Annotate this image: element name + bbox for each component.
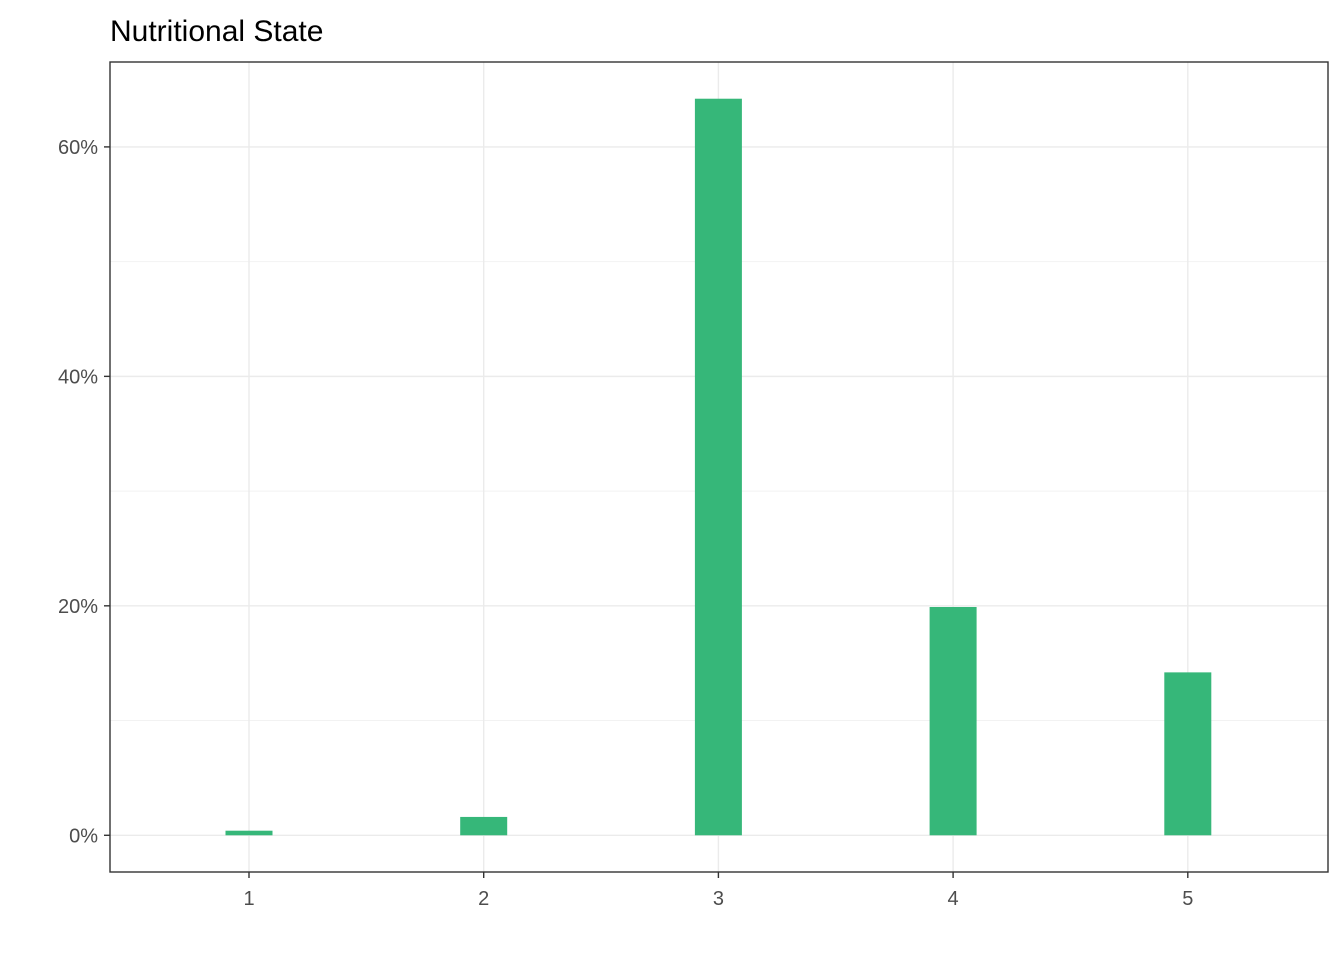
- y-tick-label: 40%: [58, 366, 98, 388]
- y-axis: 0% 20% 40% 60%: [58, 137, 110, 847]
- bars: [225, 98, 1212, 836]
- bar-4: [929, 606, 977, 836]
- y-tick-label: 60%: [58, 137, 98, 159]
- bar-2: [460, 816, 508, 836]
- chart-title: Nutritional State: [110, 15, 323, 48]
- y-tick-label: 20%: [58, 596, 98, 618]
- bar-1: [225, 830, 273, 836]
- x-tick-label: 2: [478, 888, 489, 910]
- x-tick-label: 4: [948, 888, 959, 910]
- x-tick-label: 3: [713, 888, 724, 910]
- x-tick-label: 5: [1182, 888, 1193, 910]
- bar-3: [694, 98, 742, 836]
- x-axis: 1 2 3 4 5: [243, 872, 1193, 910]
- y-tick-label: 0%: [69, 825, 98, 847]
- x-tick-label: 1: [243, 888, 254, 910]
- bar-5: [1164, 672, 1212, 836]
